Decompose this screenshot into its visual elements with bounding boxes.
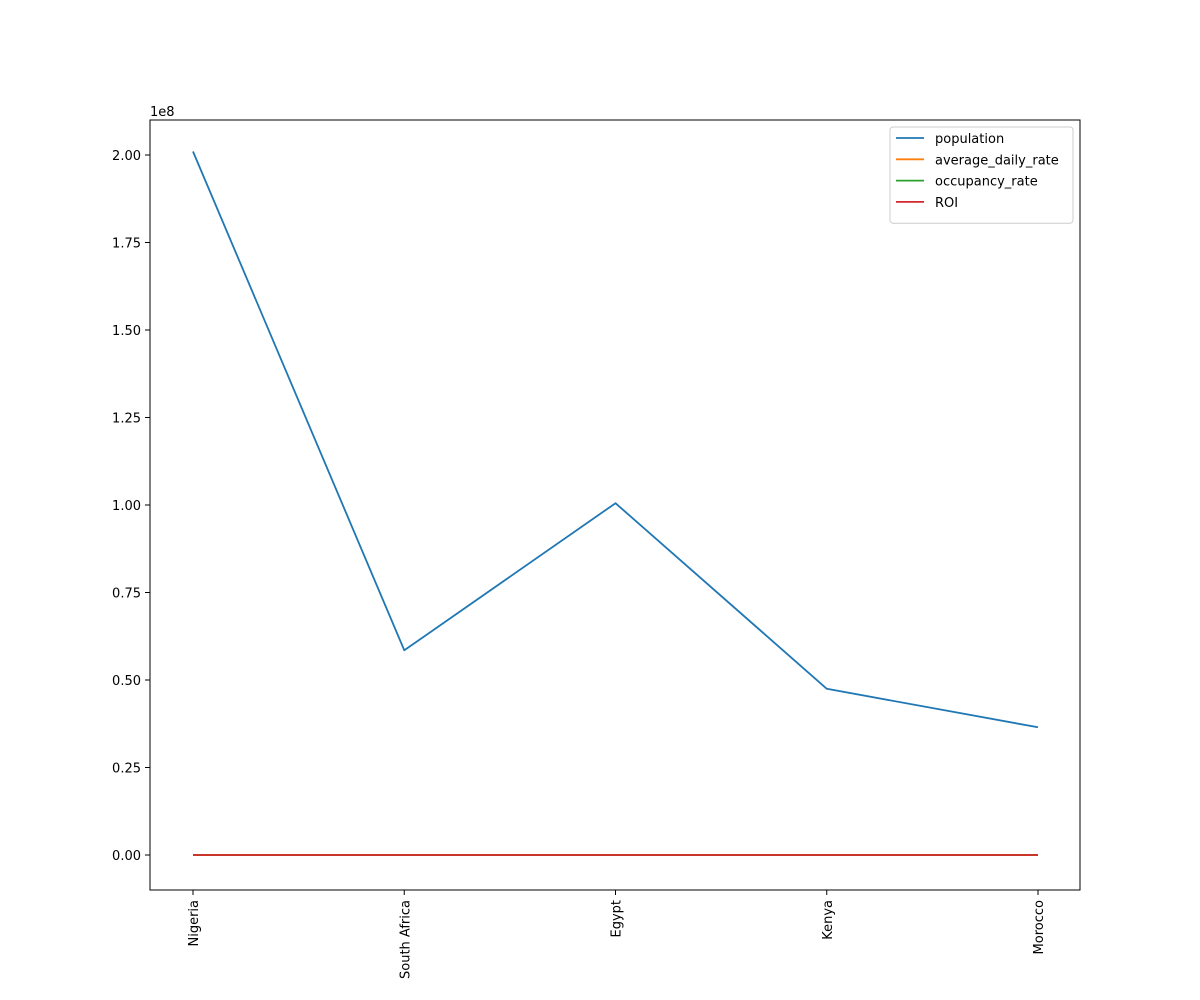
legend-label: population	[935, 132, 1004, 147]
legend-label: average_daily_rate	[935, 153, 1059, 168]
x-tick-label: Egypt	[610, 900, 625, 938]
legend-label: occupancy_rate	[935, 175, 1038, 190]
x-tick-label: South Africa	[398, 900, 413, 979]
y-tick-label: 2.00	[112, 149, 141, 164]
y-tick-label: 0.75	[112, 587, 141, 602]
y-offset-label: 1e8	[150, 105, 175, 120]
legend-label: ROI	[935, 196, 958, 211]
x-axis: Nigeria South Africa Egypt Kenya Morocco	[187, 890, 1047, 979]
y-tick-label: 1.00	[112, 499, 141, 514]
series-layer	[192, 151, 1039, 856]
plot-area	[149, 119, 1081, 891]
y-tick-label: 0.50	[112, 674, 141, 689]
series-line-population	[192, 151, 1039, 729]
x-tick-label: Kenya	[821, 900, 836, 940]
y-tick-label: 1.75	[112, 237, 141, 252]
x-tick-label: Morocco	[1032, 900, 1047, 954]
y-tick-label: 1.50	[112, 324, 141, 339]
y-tick-label: 0.00	[112, 849, 141, 864]
legend-frame	[889, 126, 1074, 224]
legend: population average_daily_rate occupancy_ra…	[889, 126, 1074, 224]
x-tick-label: Nigeria	[187, 900, 202, 947]
y-tick-label: 1.25	[112, 412, 141, 427]
y-axis: 0.00 0.25 0.50 0.75 1.00 1.25 1.50 1.75 2.00	[112, 149, 150, 864]
y-tick-label: 0.25	[112, 762, 141, 777]
